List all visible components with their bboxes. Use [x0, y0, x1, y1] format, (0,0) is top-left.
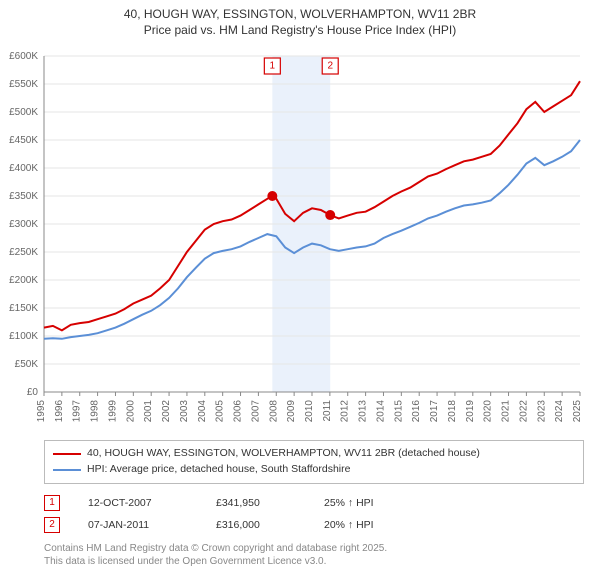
copyright-line-1: Contains HM Land Registry data © Crown c… — [44, 542, 584, 555]
sale-point-marker: 2 — [44, 517, 60, 533]
x-tick-label: 2016 — [411, 400, 422, 423]
copyright-line-2: This data is licensed under the Open Gov… — [44, 555, 584, 568]
chart-svg: £0£50K£100K£150K£200K£250K£300K£350K£400… — [44, 50, 584, 420]
x-tick-label: 2014 — [375, 400, 386, 423]
x-tick-label: 2012 — [340, 400, 351, 423]
y-tick-label: £50K — [15, 359, 39, 370]
sale-marker-1 — [268, 192, 277, 201]
y-tick-label: £400K — [9, 163, 38, 174]
x-tick-label: 1998 — [90, 400, 101, 423]
sale-point-row: 2 07-JAN-2011 £316,000 20% ↑ HPI — [44, 514, 584, 536]
x-tick-label: 2010 — [304, 400, 315, 423]
y-tick-label: £350K — [9, 191, 38, 202]
x-tick-label: 2005 — [215, 400, 226, 423]
sale-point-delta: 20% ↑ HPI — [324, 519, 374, 531]
y-tick-label: £150K — [9, 303, 38, 314]
sale-point-date: 12-OCT-2007 — [88, 497, 188, 509]
x-tick-label: 2025 — [572, 400, 583, 423]
chart-plot-area: £0£50K£100K£150K£200K£250K£300K£350K£400… — [44, 50, 584, 420]
y-tick-label: £300K — [9, 219, 38, 230]
x-tick-label: 2004 — [197, 400, 208, 423]
legend-row: 40, HOUGH WAY, ESSINGTON, WOLVERHAMPTON,… — [53, 446, 575, 462]
x-tick-label: 1995 — [36, 400, 47, 423]
sale-point-marker: 1 — [44, 495, 60, 511]
x-tick-label: 2011 — [322, 400, 333, 422]
sale-point-date: 07-JAN-2011 — [88, 519, 188, 531]
y-tick-label: £100K — [9, 331, 38, 342]
y-tick-label: £0 — [27, 387, 39, 398]
x-tick-label: 2002 — [161, 400, 172, 423]
x-tick-label: 1996 — [54, 400, 65, 423]
y-tick-label: £450K — [9, 135, 38, 146]
x-tick-label: 2020 — [483, 400, 494, 423]
y-tick-label: £600K — [9, 51, 38, 62]
x-tick-label: 2021 — [501, 400, 512, 423]
legend-frame: 40, HOUGH WAY, ESSINGTON, WOLVERHAMPTON,… — [44, 440, 584, 484]
y-tick-label: £550K — [9, 79, 38, 90]
legend-label: HPI: Average price, detached house, Sout… — [87, 462, 350, 478]
legend-swatch — [53, 469, 81, 471]
title-line-2: Price paid vs. HM Land Registry's House … — [0, 22, 600, 38]
legend-and-footer: 40, HOUGH WAY, ESSINGTON, WOLVERHAMPTON,… — [44, 440, 584, 568]
chart-title: 40, HOUGH WAY, ESSINGTON, WOLVERHAMPTON,… — [0, 0, 600, 38]
x-tick-label: 2008 — [268, 400, 279, 423]
x-tick-label: 2024 — [554, 400, 565, 423]
sale-point-row: 1 12-OCT-2007 £341,950 25% ↑ HPI — [44, 492, 584, 514]
x-tick-label: 2003 — [179, 400, 190, 423]
x-tick-label: 2018 — [447, 400, 458, 423]
title-line-1: 40, HOUGH WAY, ESSINGTON, WOLVERHAMPTON,… — [0, 6, 600, 22]
copyright-notice: Contains HM Land Registry data © Crown c… — [44, 542, 584, 568]
marker-box-label-1: 1 — [270, 61, 276, 72]
legend-row: HPI: Average price, detached house, Sout… — [53, 462, 575, 478]
x-tick-label: 1999 — [107, 400, 118, 423]
y-tick-label: £500K — [9, 107, 38, 118]
y-tick-label: £250K — [9, 247, 38, 258]
x-tick-label: 2001 — [143, 400, 154, 423]
x-tick-label: 2022 — [518, 400, 529, 423]
legend-swatch — [53, 453, 81, 455]
sale-point-price: £341,950 — [216, 497, 296, 509]
sale-marker-2 — [326, 211, 335, 220]
x-tick-label: 2007 — [250, 400, 261, 423]
sale-point-delta: 25% ↑ HPI — [324, 497, 374, 509]
y-tick-label: £200K — [9, 275, 38, 286]
x-tick-label: 2000 — [125, 400, 136, 423]
x-tick-label: 2017 — [429, 400, 440, 423]
x-tick-label: 2013 — [358, 400, 369, 423]
x-tick-label: 1997 — [72, 400, 83, 423]
marker-box-label-2: 2 — [327, 61, 333, 72]
x-tick-label: 2019 — [465, 400, 476, 423]
sale-points-table: 1 12-OCT-2007 £341,950 25% ↑ HPI 2 07-JAN-201… — [44, 492, 584, 536]
legend-label: 40, HOUGH WAY, ESSINGTON, WOLVERHAMPTON,… — [87, 446, 480, 462]
sale-point-price: £316,000 — [216, 519, 296, 531]
x-tick-label: 2006 — [233, 400, 244, 423]
x-tick-label: 2009 — [286, 400, 297, 423]
x-tick-label: 2015 — [393, 400, 404, 423]
x-tick-label: 2023 — [536, 400, 547, 423]
chart-container: 40, HOUGH WAY, ESSINGTON, WOLVERHAMPTON,… — [0, 0, 600, 560]
